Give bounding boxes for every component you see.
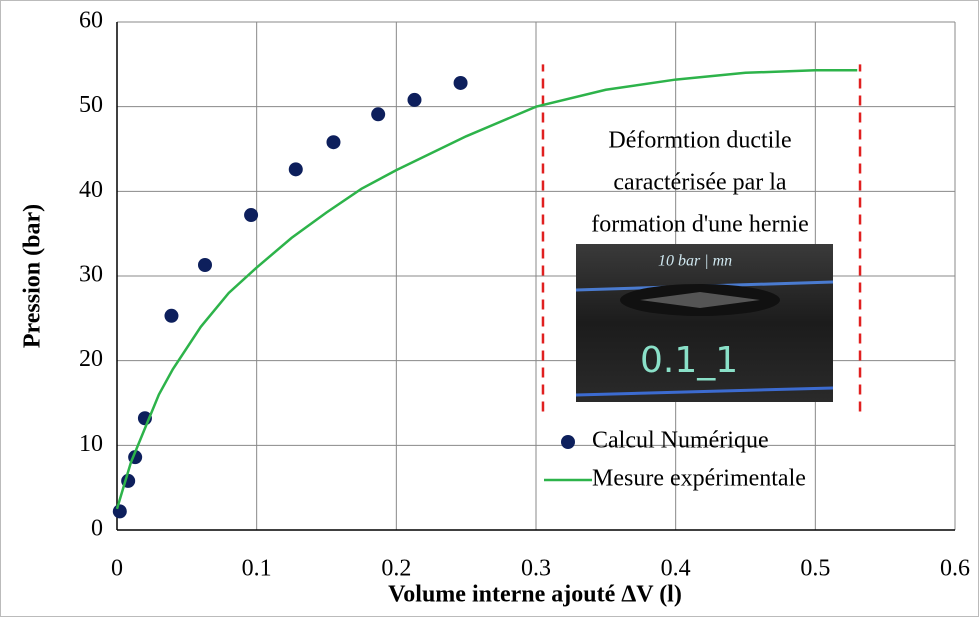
scatter-point — [244, 208, 259, 223]
annotation: caractérisée par la — [613, 170, 787, 196]
scatter-point — [407, 92, 422, 107]
x-tick-label: 0.5 — [800, 556, 830, 582]
photo-label: 0.1_1 — [640, 340, 738, 381]
x-tick-label: 0.1 — [242, 556, 272, 582]
scatter-point — [453, 75, 468, 90]
x-tick-label: 0.2 — [381, 556, 411, 582]
y-tick-label: 50 — [79, 92, 103, 118]
y-tick-label: 20 — [79, 346, 103, 372]
x-tick-label: 0.6 — [940, 556, 970, 582]
annotation: Déformtion ductile — [608, 128, 791, 154]
annotation: formation d'une hernie — [591, 212, 809, 238]
scatter-point — [288, 162, 303, 177]
y-tick-label: 0 — [91, 516, 103, 542]
scatter-point — [112, 504, 127, 519]
y-tick-label: 30 — [79, 262, 103, 288]
photo-label: 10 bar | mn — [658, 253, 732, 270]
y-axis-title: Pression (bar) — [20, 204, 46, 348]
x-tick-label: 0.3 — [521, 556, 551, 582]
y-tick-label: 10 — [79, 431, 103, 457]
x-axis-title: Volume interne ajouté ΔV (l) — [388, 582, 682, 608]
scatter-point — [326, 135, 341, 150]
y-tick-label: 60 — [79, 8, 103, 34]
legend-label: Mesure expérimentale — [592, 466, 806, 492]
legend-marker — [561, 435, 575, 449]
legend-label: Calcul Numérique — [592, 428, 769, 454]
scatter-point — [164, 308, 179, 323]
x-tick-label: 0 — [111, 556, 123, 582]
y-tick-label: 40 — [79, 177, 103, 203]
scatter-point — [371, 107, 386, 122]
line — [115, 69, 858, 510]
scatter-point — [197, 257, 212, 272]
photo — [575, 244, 834, 402]
x-tick-label: 0.4 — [661, 556, 691, 582]
